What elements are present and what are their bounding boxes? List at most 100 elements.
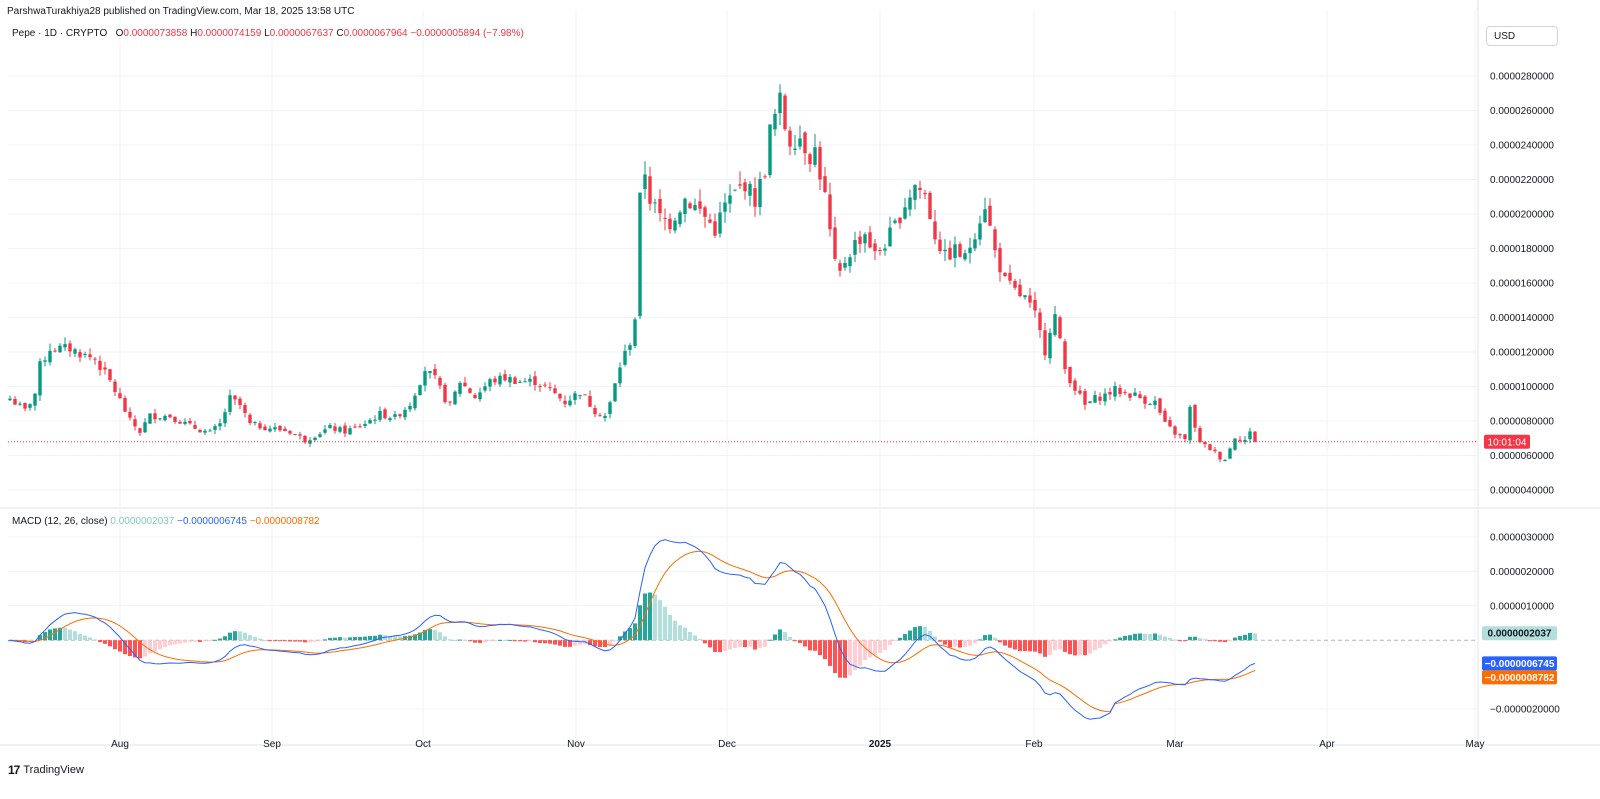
macd-histogram-bar xyxy=(93,639,97,641)
macd-histogram-bar xyxy=(943,640,947,645)
candle-body xyxy=(798,138,802,147)
candle-body xyxy=(323,429,327,433)
macd-histogram-bar xyxy=(563,640,567,647)
candle-body xyxy=(38,361,42,396)
candle-body xyxy=(578,395,582,397)
candle-body xyxy=(83,353,87,355)
time-tick-label: Dec xyxy=(718,739,736,750)
macd-histogram-bar xyxy=(858,640,862,666)
macd-histogram-bar xyxy=(1068,640,1072,655)
macd-histogram-bar xyxy=(128,640,132,657)
macd-histogram-bar xyxy=(138,640,142,659)
price-pane[interactable] xyxy=(8,84,1478,463)
macd-histogram-bar xyxy=(503,640,507,642)
macd-histogram-bar xyxy=(418,632,422,641)
candle-body xyxy=(768,124,772,176)
candle-body xyxy=(103,367,107,370)
candle-body xyxy=(973,239,977,249)
macd-histogram-bar xyxy=(738,640,742,647)
price-tick-label: 0.0000220000 xyxy=(1490,175,1554,186)
candle-body xyxy=(1193,404,1197,428)
candle-body xyxy=(913,184,917,200)
candle-body xyxy=(653,202,657,204)
currency-selector[interactable]: USD xyxy=(1486,26,1558,46)
macd-histogram-bar xyxy=(368,636,372,641)
macd-histogram-bar xyxy=(308,640,312,643)
candle-body xyxy=(778,92,782,114)
candle-body xyxy=(853,240,857,255)
macd-histogram-bar xyxy=(1038,640,1042,654)
candle-body xyxy=(803,132,807,154)
macd-histogram-bar xyxy=(43,632,47,641)
candle-body xyxy=(568,400,572,406)
candle-body xyxy=(433,369,437,376)
macd-histogram-bar xyxy=(788,636,792,641)
macd-title[interactable]: MACD (12, 26, close) xyxy=(12,516,108,527)
symbol-label[interactable]: Pepe · 1D · CRYPTO xyxy=(12,28,108,39)
macd-histogram-bar xyxy=(733,640,737,649)
macd-histogram-bar xyxy=(258,638,262,641)
macd-histogram-bar xyxy=(1163,636,1167,641)
macd-histogram-bar xyxy=(58,627,62,641)
macd-histogram-bar xyxy=(1243,634,1247,641)
candle-body xyxy=(898,217,902,224)
time-tick-label: Apr xyxy=(1319,739,1335,750)
macd-histogram-bar xyxy=(1183,640,1187,642)
candle-body xyxy=(43,360,47,362)
price-axis: 0.0000280000 0.0000260000 0.0000240000 0.00… xyxy=(1490,72,1554,497)
candle-body xyxy=(518,381,522,383)
candle-body xyxy=(1053,314,1057,335)
candle-body xyxy=(573,393,577,400)
macd-histogram-bar xyxy=(548,640,552,644)
price-tick-label: 0.0000060000 xyxy=(1490,451,1554,462)
candle-body xyxy=(28,404,32,408)
candle-body xyxy=(813,147,817,165)
macd-histogram-bar xyxy=(1193,636,1197,641)
candle-body xyxy=(88,354,92,358)
candle-body xyxy=(753,188,757,207)
macd-histogram-bar xyxy=(998,640,1002,643)
macd-histogram-bar xyxy=(173,640,177,645)
candle-body xyxy=(368,419,372,424)
price-tick-label: 0.0000260000 xyxy=(1490,106,1554,117)
candle-body xyxy=(503,374,507,381)
candle-body xyxy=(668,218,672,230)
macd-histogram-bar xyxy=(763,640,767,647)
macd-histogram-bar xyxy=(523,640,527,642)
macd-histogram-bar xyxy=(298,640,302,642)
candle-body xyxy=(163,415,167,421)
macd-histogram-bar xyxy=(238,631,242,641)
candle-body xyxy=(168,414,172,418)
high-value: 0.0000074159 xyxy=(197,28,262,39)
candle-body xyxy=(443,384,447,403)
macd-histogram-bar xyxy=(628,628,632,641)
tradingview-branding[interactable]: 17 TradingView xyxy=(8,763,84,777)
macd-histogram-bar xyxy=(1248,632,1252,641)
candle-body xyxy=(1133,392,1137,396)
macd-histogram-bar xyxy=(228,632,232,641)
macd-histogram-bar xyxy=(753,640,757,650)
candle-body xyxy=(453,391,457,405)
candle-body xyxy=(883,248,887,251)
candle-body xyxy=(328,424,332,429)
macd-histogram-bar xyxy=(358,636,362,641)
candle-body xyxy=(533,376,537,386)
candle-body xyxy=(1168,420,1172,427)
candle-body xyxy=(1093,395,1097,403)
candle-body xyxy=(238,398,242,406)
macd-histogram-bar xyxy=(1058,640,1062,650)
candle-body xyxy=(1033,299,1037,311)
candle-body xyxy=(48,350,52,363)
candle-body xyxy=(718,212,722,234)
time-tick-label: Aug xyxy=(111,739,129,750)
macd-histogram-bar xyxy=(828,640,832,666)
candle-body xyxy=(1233,438,1237,450)
candle-body xyxy=(1023,295,1027,298)
macd-pane[interactable] xyxy=(8,539,1478,720)
macd-histogram-bar xyxy=(978,639,982,641)
candle-body xyxy=(978,223,982,240)
macd-histogram-bar xyxy=(888,640,892,646)
candle-body xyxy=(1163,410,1167,422)
macd-signal-line xyxy=(9,550,1256,713)
